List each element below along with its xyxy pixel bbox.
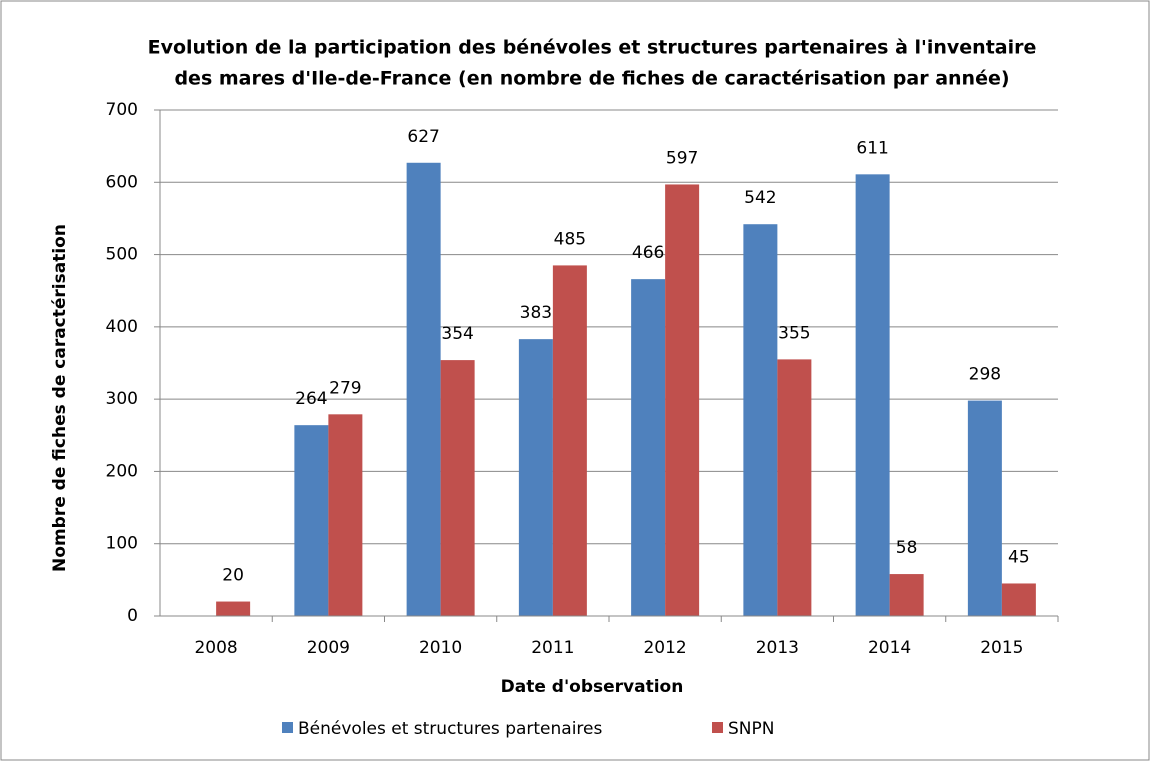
bar [1001, 583, 1036, 616]
data-label: 298 [969, 365, 1001, 385]
data-label: 20 [222, 566, 244, 586]
x-axis-title: Date d'observation [501, 677, 684, 697]
x-tick-label: 2009 [307, 638, 350, 658]
bar [665, 184, 700, 616]
y-tick-label: 700 [106, 100, 138, 120]
bar [777, 359, 812, 616]
data-label: 354 [441, 324, 473, 344]
bar [967, 400, 1002, 616]
x-tick-label: 2011 [531, 638, 574, 658]
data-label: 264 [295, 389, 327, 409]
data-label: 355 [778, 323, 810, 343]
data-label: 597 [666, 148, 698, 168]
bar [855, 174, 890, 616]
data-label: 279 [329, 378, 361, 398]
bar [406, 162, 441, 617]
bar [743, 224, 778, 616]
data-label: 627 [407, 127, 439, 147]
bar [328, 414, 363, 616]
x-tick-label: 2012 [643, 638, 686, 658]
legend-swatch [712, 722, 723, 733]
y-tick-label: 200 [106, 461, 138, 481]
y-axis-title: Nombre de fiches de caractérisation [50, 224, 70, 572]
bar [552, 265, 587, 616]
data-label: 58 [896, 538, 918, 558]
data-label: 383 [520, 303, 552, 323]
bar [216, 601, 251, 616]
x-tick-label: 2015 [980, 638, 1023, 658]
bar [294, 425, 329, 616]
data-label: 466 [632, 243, 664, 263]
legend-swatch [282, 722, 293, 733]
x-tick-label: 2014 [868, 638, 911, 658]
y-tick-label: 500 [106, 245, 138, 265]
y-tick-label: 400 [106, 317, 138, 337]
bar [889, 574, 924, 616]
y-tick-label: 300 [106, 389, 138, 409]
legend-label: SNPN [728, 719, 774, 739]
data-label: 485 [554, 229, 586, 249]
bar [518, 339, 553, 616]
legend-label: Bénévoles et structures partenaires [298, 719, 603, 739]
x-tick-label: 2008 [194, 638, 237, 658]
data-label: 611 [856, 138, 888, 158]
chart-title: des mares d'Ile-de-France (en nombre de … [174, 68, 1009, 90]
data-label: 542 [744, 188, 776, 208]
data-label: 45 [1008, 547, 1030, 567]
bar [440, 360, 475, 616]
y-tick-label: 600 [106, 172, 138, 192]
bar [631, 279, 666, 616]
y-tick-label: 0 [127, 606, 138, 626]
chart-title: Evolution de la participation des bénévo… [148, 37, 1037, 59]
y-tick-label: 100 [106, 534, 138, 554]
x-tick-label: 2013 [756, 638, 799, 658]
x-tick-label: 2010 [419, 638, 462, 658]
